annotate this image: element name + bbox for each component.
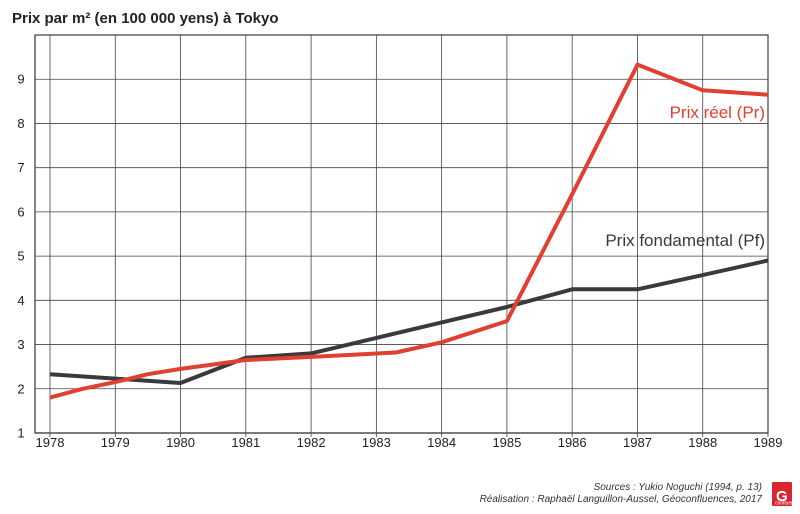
series-line-prix-fondamental [49,258,769,385]
y-tick-label: 3 [17,337,24,352]
x-tick-label: 1985 [492,435,521,450]
geoconfluences-logo: G confluences [772,482,800,507]
x-tick-label: 1982 [297,435,326,450]
series-lines [49,62,769,400]
y-tick-label: 7 [17,160,24,175]
x-tick-label: 1978 [36,435,65,450]
y-axis-ticks: 1 2 3 4 5 6 7 8 9 [17,72,24,441]
y-tick-label: 8 [17,116,24,131]
y-tick-label: 4 [17,293,24,308]
logo-letter: G [776,488,788,505]
x-tick-label: 1987 [623,435,652,450]
x-tick-label: 1989 [754,435,783,450]
x-tick-label: 1986 [558,435,587,450]
x-tick-label: 1980 [166,435,195,450]
y-tick-label: 6 [17,204,24,219]
x-tick-label: 1988 [688,435,717,450]
y-tick-label: 2 [17,381,24,396]
x-tick-label: 1979 [101,435,130,450]
x-tick-label: 1984 [427,435,456,450]
y-tick-label: 5 [17,249,24,264]
sources-credit: Sources : Yukio Noguchi (1994, p. 13) [594,482,762,493]
x-tick-label: 1981 [231,435,260,450]
y-tick-label: 1 [17,426,24,441]
realisation-credit: Réalisation : Raphaël Languillon-Aussel,… [480,494,763,505]
logo-sub: confluences [775,501,800,507]
series-label-prix-reel: Prix réel (Pr) [670,103,765,122]
series-label-prix-fondamental: Prix fondamental (Pf) [605,231,765,250]
x-axis-ticks: 1978 1979 1980 1981 1982 1983 1984 1985 1986 1987… [36,435,783,450]
x-tick-label: 1983 [362,435,391,450]
chart-title: Prix par m² (en 100 000 yens) à Tokyo [12,10,279,27]
y-tick-label: 9 [17,72,24,87]
grid [34,34,769,437]
series-line-prix-reel [49,62,769,400]
